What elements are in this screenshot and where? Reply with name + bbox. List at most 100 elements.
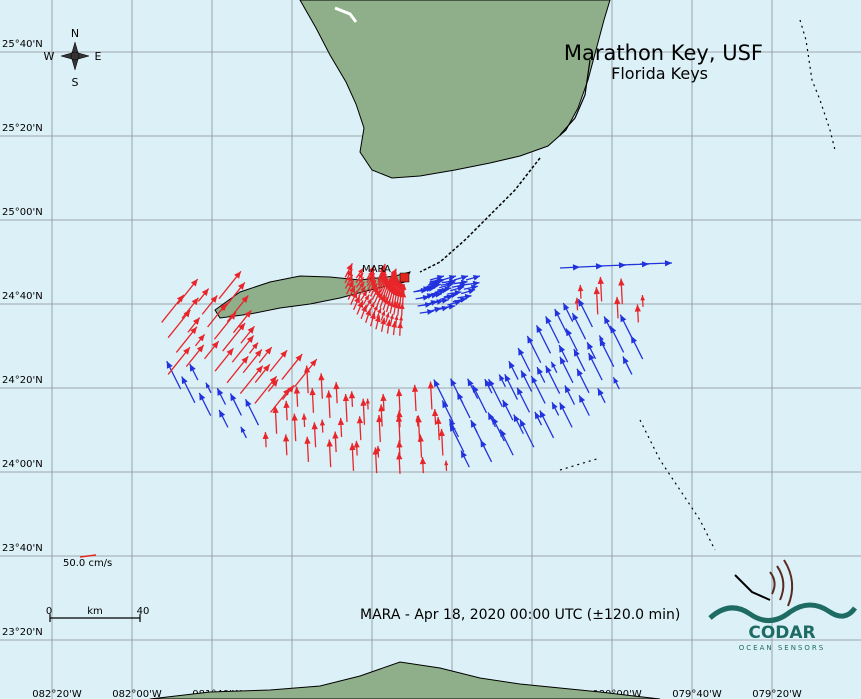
current-vector: [372, 305, 379, 316]
subtitle: Florida Keys: [611, 64, 708, 83]
vector-head: [381, 310, 386, 316]
vector-head: [390, 268, 397, 276]
current-vector: [380, 317, 386, 332]
vector-head: [419, 457, 427, 465]
vector-head: [564, 385, 571, 394]
vector-head: [348, 391, 356, 399]
current-vector: [216, 387, 227, 405]
vector-head: [309, 388, 316, 396]
vector-head: [396, 452, 403, 460]
vector-head: [196, 344, 204, 353]
current-vector: [634, 304, 641, 323]
vector-head: [504, 374, 511, 382]
current-vector: [161, 294, 185, 323]
vector-head: [433, 379, 440, 388]
current-vector: [185, 344, 205, 368]
current-vector: [415, 294, 430, 301]
vector-head: [441, 297, 449, 304]
vector-head: [448, 303, 456, 310]
current-vector: [181, 376, 196, 404]
vector-head: [358, 277, 364, 284]
vector-head: [382, 297, 389, 304]
compass-e: E: [95, 50, 102, 63]
current-vector: [382, 296, 389, 311]
vector-head: [578, 299, 585, 307]
compass-s: S: [72, 76, 79, 89]
current-vector: [303, 365, 311, 394]
vector-head: [415, 415, 422, 423]
vector-head: [360, 286, 366, 293]
vector-head: [389, 300, 395, 307]
current-vector: [479, 439, 493, 463]
vector-head: [301, 413, 307, 420]
vector-head: [309, 359, 317, 367]
vector-head: [595, 263, 603, 270]
vector-head: [545, 365, 552, 374]
vector-head: [376, 415, 383, 423]
vector-head: [380, 393, 387, 402]
vector-head: [545, 316, 552, 325]
vector-head: [604, 316, 611, 325]
current-vector: [577, 298, 593, 328]
current-vector: [487, 412, 496, 428]
current-vector: [358, 285, 367, 297]
vector-head: [374, 315, 381, 323]
current-vector: [376, 414, 383, 443]
current-vector: [226, 355, 249, 384]
vector-head: [238, 282, 245, 290]
current-vector: [574, 297, 580, 311]
vector-head: [513, 414, 520, 423]
vector-head: [470, 420, 477, 428]
current-vector: [413, 287, 428, 294]
current-vector: [577, 284, 584, 299]
vector-head: [357, 300, 364, 308]
vector-head: [422, 294, 430, 301]
vector-head: [434, 306, 442, 313]
current-vector: [270, 387, 291, 413]
vector-head: [488, 379, 495, 387]
vector-head: [597, 388, 604, 396]
vector-head: [588, 353, 595, 361]
vector-head: [599, 338, 606, 347]
vector-head: [472, 280, 480, 287]
current-vector: [578, 394, 590, 416]
current-vector: [499, 428, 514, 456]
current-vector: [372, 447, 379, 474]
vector-head: [349, 443, 356, 451]
current-vector: [619, 314, 633, 338]
vector-head: [593, 287, 600, 295]
vector-head: [411, 384, 419, 392]
vector-head: [361, 304, 367, 313]
islets: [559, 19, 836, 551]
florida-mainland: [299, 0, 611, 179]
vector-head: [247, 326, 255, 334]
vector-head: [280, 350, 288, 358]
vector-head: [449, 424, 456, 432]
current-vector: [272, 405, 279, 434]
current-vector: [587, 352, 603, 381]
vector-head: [517, 387, 524, 396]
vector-head: [613, 377, 619, 384]
current-vector: [536, 366, 546, 383]
current-vector: [558, 344, 569, 363]
current-vector: [417, 434, 424, 458]
vector-head: [539, 410, 546, 419]
vector-head: [380, 317, 386, 325]
site-label: MARA: [362, 264, 391, 275]
current-vector: [441, 400, 454, 423]
latitude-label: 25°40'N: [2, 39, 43, 50]
vector-head: [385, 319, 392, 327]
current-vector: [226, 295, 249, 323]
current-vector: [347, 285, 356, 300]
vector-head: [559, 402, 566, 411]
current-vector: [450, 285, 465, 292]
vector-head: [577, 368, 583, 377]
vector-head: [597, 276, 604, 285]
vector-head: [389, 314, 394, 320]
current-vector: [559, 402, 573, 428]
current-vector: [427, 381, 435, 410]
current-vector: [342, 393, 350, 422]
current-vector: [262, 432, 269, 448]
latitude-label: 23°40'N: [2, 543, 43, 554]
